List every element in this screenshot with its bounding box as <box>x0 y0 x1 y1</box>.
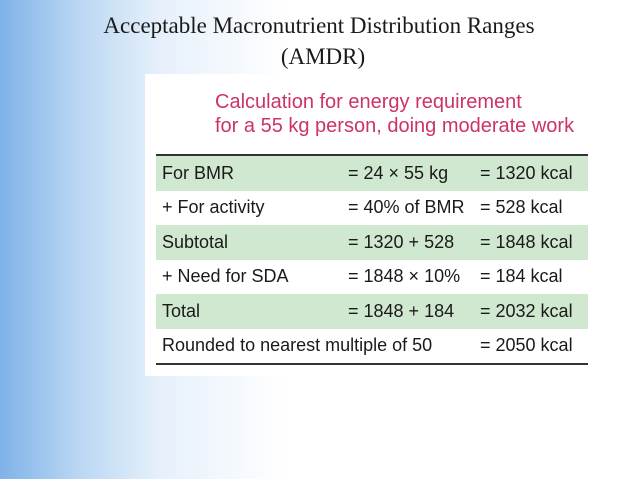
table-row-subtotal: Subtotal = 1320 + 528 = 1848 kcal <box>156 225 588 260</box>
slide-title: Acceptable Macronutrient Distribution Ra… <box>0 10 638 72</box>
table-row-rounded: Rounded to nearest multiple of 50 = 2050… <box>156 329 588 364</box>
row-label: + Need for SDA <box>162 266 289 287</box>
calculation-heading-line-2: for a 55 kg person, doing moderate work <box>215 115 575 137</box>
table-row-total: Total = 1848 + 184 = 2032 kcal <box>156 294 588 329</box>
row-result: = 1320 kcal <box>480 162 573 183</box>
table-row-bmr: For BMR = 24 × 55 kg = 1320 kcal <box>156 156 588 191</box>
row-label: + For activity <box>162 197 265 218</box>
row-label: Rounded to nearest multiple of 50 <box>162 335 433 356</box>
calculation-table: For BMR = 24 × 55 kg = 1320 kcal + For a… <box>156 154 588 365</box>
row-expression: = 1320 + 528 <box>348 231 455 252</box>
row-result: = 184 kcal <box>480 266 563 287</box>
row-label: For BMR <box>162 162 234 183</box>
row-result: = 1848 kcal <box>480 231 573 252</box>
calculation-panel: Calculation for energy requirement for a… <box>145 74 590 376</box>
slide-title-line-2: (AMDR) <box>280 44 366 69</box>
row-result: = 528 kcal <box>480 197 563 218</box>
slide-title-line-1: Acceptable Macronutrient Distribution Ra… <box>103 13 535 38</box>
row-expression: = 24 × 55 kg <box>348 162 449 183</box>
row-expression: = 40% of BMR <box>348 197 465 218</box>
row-result: = 2050 kcal <box>480 335 573 356</box>
row-expression: = 1848 + 184 <box>348 300 455 321</box>
row-expression: = 1848 × 10% <box>348 266 461 287</box>
calculation-heading: Calculation for energy requirement for a… <box>215 90 585 138</box>
row-result: = 2032 kcal <box>480 300 573 321</box>
calculation-heading-line-1: Calculation for energy requirement <box>215 91 522 113</box>
table-row-sda: + Need for SDA = 1848 × 10% = 184 kcal <box>156 260 588 295</box>
row-label: Total <box>162 300 201 321</box>
row-label: Subtotal <box>162 231 229 252</box>
table-row-activity: + For activity = 40% of BMR = 528 kcal <box>156 191 588 226</box>
